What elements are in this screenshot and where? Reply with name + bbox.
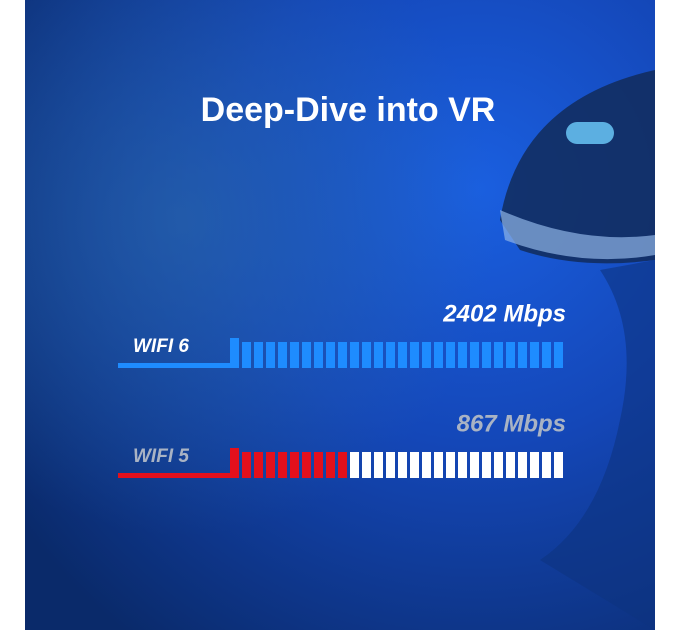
bar-segment xyxy=(374,342,383,368)
bar-segment xyxy=(290,342,299,368)
empty-segment xyxy=(350,452,359,478)
baseline xyxy=(118,473,232,478)
bar-segment xyxy=(398,342,407,368)
bar-segment xyxy=(338,342,347,368)
bar-segment xyxy=(458,342,467,368)
empty-segment xyxy=(410,452,419,478)
bar-segment xyxy=(530,342,539,368)
bar-segment xyxy=(290,452,299,478)
empty-segment xyxy=(482,452,491,478)
empty-segment xyxy=(506,452,515,478)
empty-segment xyxy=(470,452,479,478)
baseline xyxy=(118,363,232,368)
headset xyxy=(500,70,655,264)
empty-segment xyxy=(422,452,431,478)
bar-segment xyxy=(302,342,311,368)
empty-segment xyxy=(434,452,443,478)
bar-segment xyxy=(494,342,503,368)
empty-segment xyxy=(446,452,455,478)
bar-segment xyxy=(482,342,491,368)
bar-segment xyxy=(506,342,515,368)
empty-segment xyxy=(530,452,539,478)
bar-segment xyxy=(254,452,263,478)
bar-segment xyxy=(434,342,443,368)
empty-segment xyxy=(386,452,395,478)
empty-segment xyxy=(494,452,503,478)
headset-band xyxy=(500,210,655,260)
bar-segment xyxy=(254,342,263,368)
bar-segment xyxy=(242,452,251,478)
bar-segment xyxy=(338,452,347,478)
empty-segment xyxy=(542,452,551,478)
bar-segment xyxy=(362,342,371,368)
bar-segment xyxy=(230,338,239,368)
bar-segment xyxy=(242,342,251,368)
bar-segment xyxy=(410,342,419,368)
bar-segment xyxy=(470,342,479,368)
bar-segment xyxy=(446,342,455,368)
background-glow xyxy=(25,0,655,630)
bar-segment xyxy=(422,342,431,368)
value-label: 867 Mbps xyxy=(457,410,566,437)
empty-segment xyxy=(374,452,383,478)
bar-segment xyxy=(278,452,287,478)
bar-segment xyxy=(518,342,527,368)
empty-segment xyxy=(398,452,407,478)
bar-segment xyxy=(386,342,395,368)
face xyxy=(540,260,655,630)
bar-segment xyxy=(554,342,563,368)
bar xyxy=(230,338,563,368)
empty-segment xyxy=(554,452,563,478)
category-label: WIFI 6 xyxy=(133,336,189,357)
bar-segment xyxy=(266,342,275,368)
category-label: WIFI 5 xyxy=(133,446,189,467)
chart-title: Deep-Dive into VR xyxy=(201,91,496,129)
bar-segment xyxy=(314,342,323,368)
bar-segment xyxy=(314,452,323,478)
empty-segment xyxy=(458,452,467,478)
bar-segment xyxy=(230,448,239,478)
bar-segment xyxy=(278,342,287,368)
bar xyxy=(230,448,347,478)
empty-segment xyxy=(518,452,527,478)
empty-segment xyxy=(362,452,371,478)
bar-segment xyxy=(326,452,335,478)
bar-segment xyxy=(326,342,335,368)
bar-segment xyxy=(302,452,311,478)
bar-segment xyxy=(542,342,551,368)
bar-segment xyxy=(266,452,275,478)
bar-segment xyxy=(350,342,359,368)
value-label: 2402 Mbps xyxy=(442,300,566,327)
headset-light xyxy=(566,122,614,144)
